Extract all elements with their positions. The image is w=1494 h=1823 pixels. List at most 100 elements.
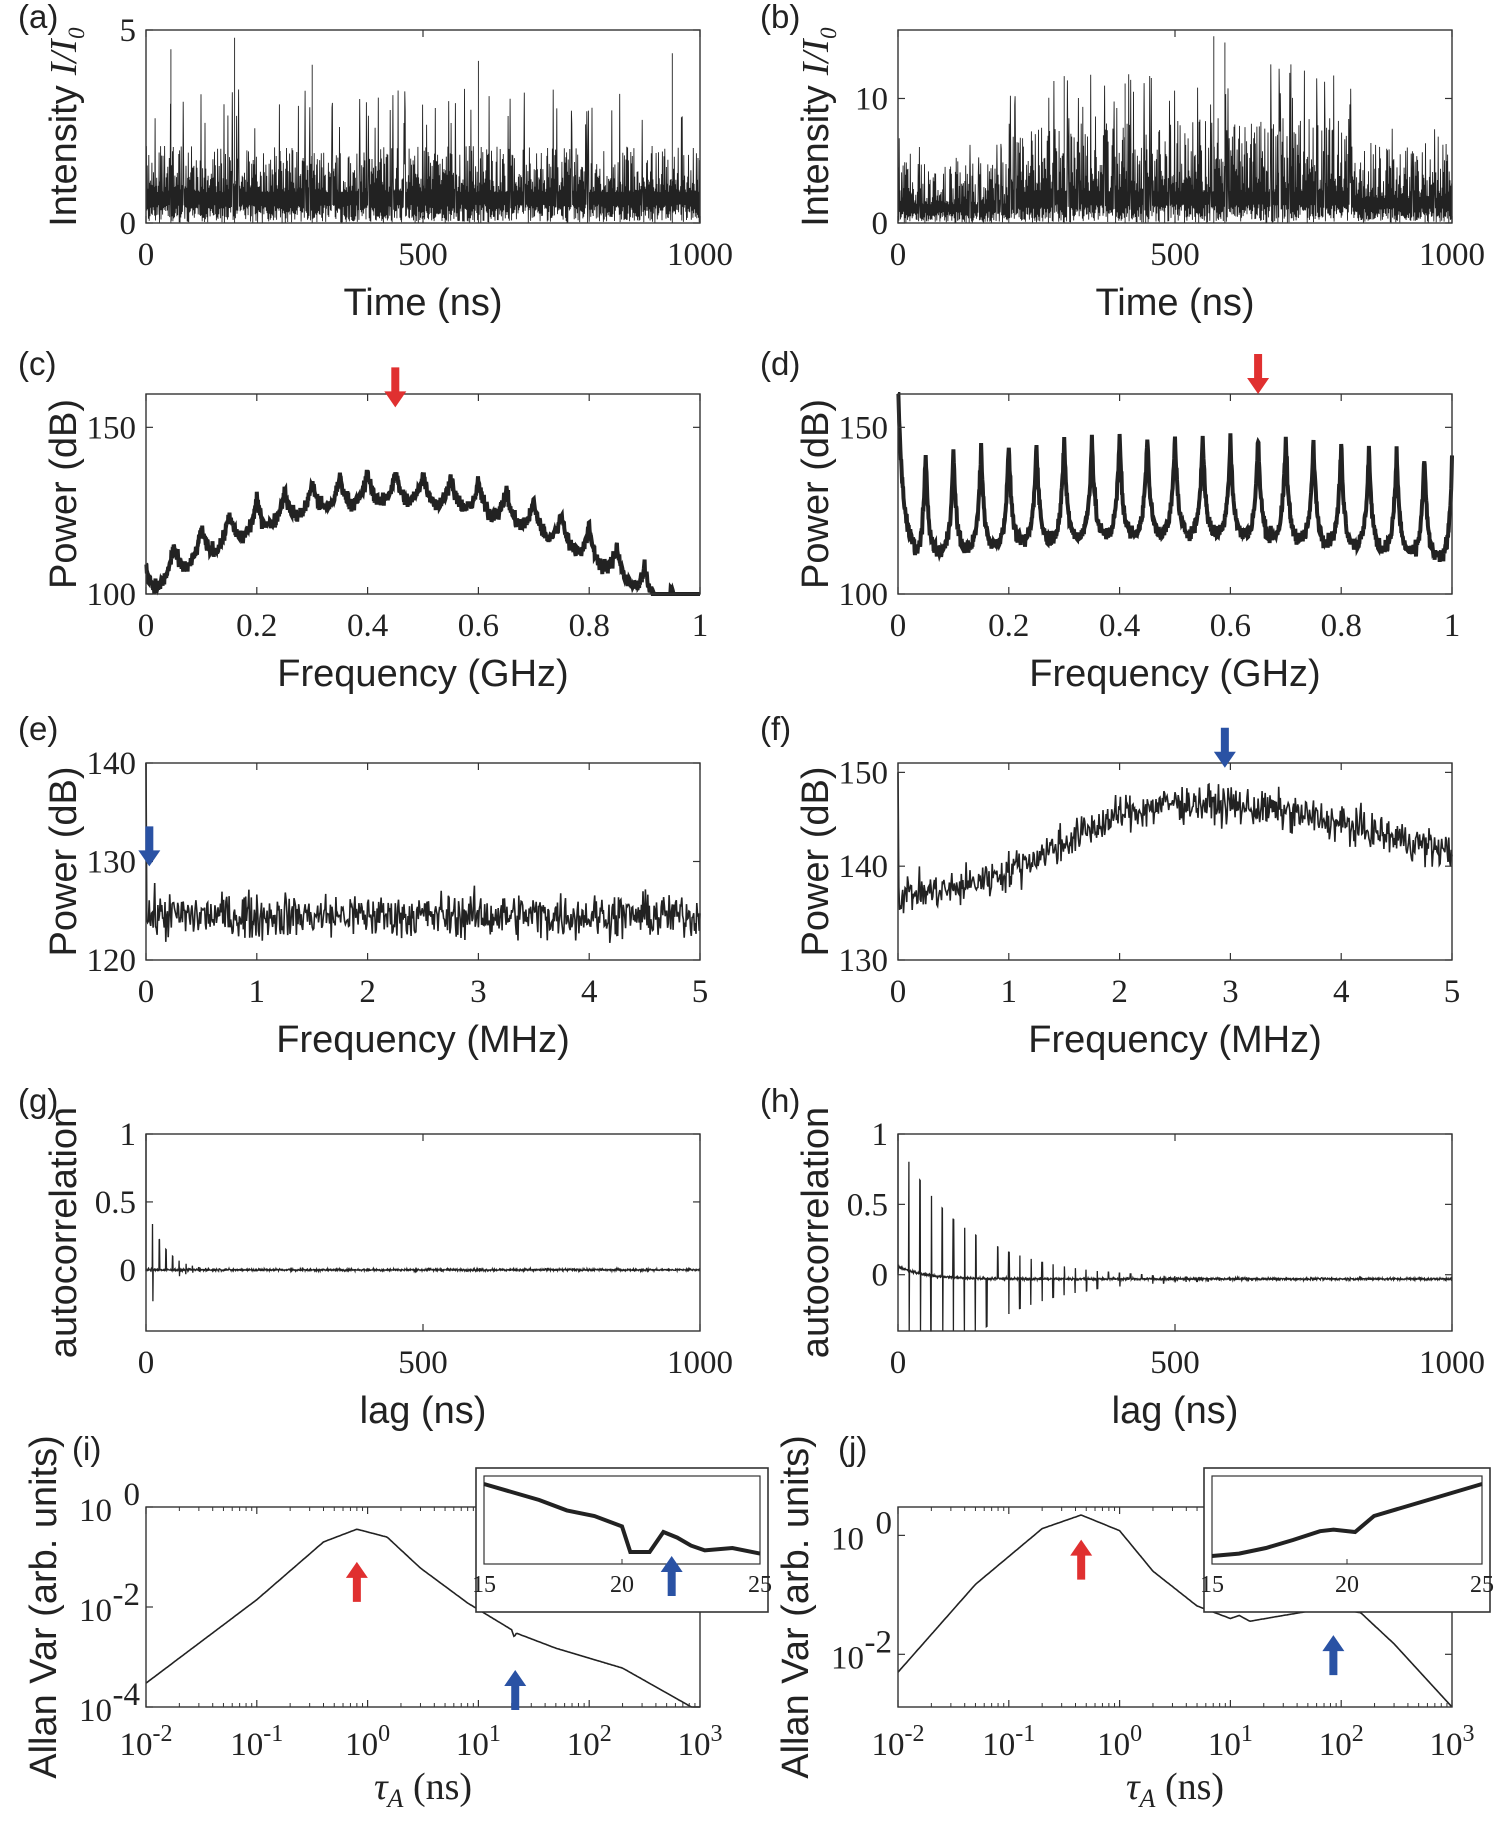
- panel-label: (a): [18, 0, 58, 35]
- panel-label: (c): [18, 345, 56, 382]
- x-tick-label: 1: [1001, 974, 1018, 1010]
- panel-e: 0 1 2 3 4 5 120 130 140 Frequency (MHz) Power (dB)…: [18, 710, 708, 1061]
- x-tick-label: 1000: [1419, 237, 1485, 273]
- x-tick-label: 0.2: [988, 608, 1029, 644]
- axes-frame: [145, 1133, 701, 1332]
- x-tick-label: 500: [1150, 1345, 1200, 1381]
- panel-label: (d): [760, 345, 800, 382]
- x-axis-label: Frequency (MHz): [1028, 1019, 1322, 1061]
- x-tick-exp: 2: [1352, 1721, 1364, 1747]
- axes-frame: [897, 393, 1453, 595]
- panel-label: (h): [760, 1082, 800, 1119]
- x-tick-label: 0: [138, 608, 155, 644]
- x-tick-base: 10: [456, 1727, 489, 1763]
- x-tick-label: 2: [359, 974, 376, 1010]
- y-tick-label: 10: [79, 1593, 112, 1629]
- axes-frame: [145, 393, 701, 595]
- x-tick-base: 10: [230, 1727, 263, 1763]
- red-arrow: [384, 367, 407, 408]
- y-tick-exp: -2: [865, 1624, 893, 1660]
- data-trace: [897, 36, 1453, 224]
- y-axis-label: Allan Var (arb. units): [775, 1435, 817, 1779]
- y-tick-label: 150: [839, 755, 889, 791]
- y-axis-label: Allan Var (arb. units): [23, 1435, 65, 1779]
- x-tick-label: 0: [890, 237, 907, 273]
- x-tick-label: 500: [1150, 237, 1200, 273]
- y-axis-label: Power (dB): [43, 766, 85, 956]
- panel-label: (g): [18, 1082, 58, 1119]
- x-tick-base: 10: [1430, 1727, 1463, 1763]
- x-tick-label: 500: [398, 1345, 448, 1381]
- y-axis-label-text: Intensity: [795, 85, 837, 227]
- axes-frame: [897, 1133, 1453, 1332]
- x-tick-label: 10-1: [982, 1721, 1035, 1763]
- y-tick-label: 120: [87, 943, 137, 979]
- panel-d: 0 0.2 0.4 0.6 0.8 1 100 150 Frequency (GHz) Power…: [760, 345, 1460, 695]
- x-axis-label: τA (ns): [374, 1766, 472, 1813]
- x-tick-label: 100: [1097, 1721, 1142, 1763]
- y-tick-exp: -4: [113, 1677, 141, 1713]
- data-trace: [145, 1528, 700, 1708]
- x-tick-label: 101: [456, 1721, 501, 1763]
- x-tick-label: 103: [678, 1721, 723, 1763]
- blue-arrow: [504, 1669, 527, 1710]
- x-axis-label: Time (ns): [343, 282, 502, 324]
- x-tick-label: 1: [1444, 608, 1461, 644]
- inset-tick-label: 25: [1470, 1572, 1494, 1598]
- x-tick-exp: 1: [489, 1721, 501, 1747]
- y-tick-base: 10: [79, 1693, 112, 1729]
- inset-tick-label: 20: [1335, 1572, 1359, 1598]
- y-tick-label: 150: [839, 410, 889, 446]
- x-axis-label: τA (ns): [1126, 1766, 1224, 1813]
- x-axis-label: Frequency (MHz): [276, 1019, 570, 1061]
- x-tick-label: 0.6: [1210, 608, 1251, 644]
- panel-a: 0 500 1000 0 5 Time (ns) Intensity I/I₀(a): [18, 0, 733, 324]
- x-tick-label: 100: [345, 1721, 390, 1763]
- y-tick-label: 10: [855, 81, 888, 117]
- y-axis-label-text: Intensity: [43, 85, 85, 227]
- data-trace: [897, 772, 1453, 914]
- x-tick-label: 1000: [667, 1345, 733, 1381]
- x-tick-exp: 3: [711, 1721, 723, 1747]
- y-axis-label: Intensity I/I₀: [795, 26, 837, 227]
- y-tick-label: 0.5: [95, 1185, 136, 1221]
- y-tick-label: 130: [839, 943, 889, 979]
- x-tick-label: 500: [398, 237, 448, 273]
- x-tick-label: 0.2: [236, 608, 277, 644]
- x-tick-label: 0: [890, 1345, 907, 1381]
- y-tick-label: 0: [120, 206, 137, 242]
- y-tick-exp: 0: [876, 1505, 893, 1541]
- axes-frame: [897, 762, 1453, 961]
- panel-label: (f): [760, 710, 791, 747]
- red-arrow: [1247, 354, 1270, 394]
- x-tick-base: 10: [1319, 1727, 1352, 1763]
- x-tick-label: 101: [1208, 1721, 1253, 1763]
- x-tick-exp: -2: [153, 1721, 173, 1747]
- y-tick-label: 10: [831, 1640, 864, 1676]
- y-tick-label: 140: [87, 746, 137, 782]
- y-tick-label: 1: [872, 1117, 889, 1153]
- x-tick-exp: -1: [263, 1721, 283, 1747]
- y-axis-label: Intensity I/I₀: [43, 26, 85, 227]
- x-tick-exp: 3: [1463, 1721, 1475, 1747]
- inset-tick-label: 25: [748, 1572, 772, 1598]
- x-tick-label: 102: [1319, 1721, 1364, 1763]
- y-tick-base: 10: [79, 1593, 112, 1629]
- y-tick-label: 10: [79, 1693, 112, 1729]
- x-tick-label: 3: [470, 974, 487, 1010]
- y-tick-label: 100: [839, 577, 889, 613]
- x-tick-label: 0: [890, 608, 907, 644]
- y-tick-label: 0.5: [847, 1187, 888, 1223]
- y-tick-label: 130: [87, 845, 137, 881]
- x-tick-label: 103: [1430, 1721, 1475, 1763]
- x-axis-label: Frequency (GHz): [1029, 653, 1320, 695]
- y-tick-label: 10: [79, 1493, 112, 1529]
- x-tick-label: 5: [692, 974, 709, 1010]
- panel-c: 0 0.2 0.4 0.6 0.8 1 100 150 Frequency (GHz) Power…: [18, 345, 708, 695]
- panel-h: 0 500 1000 0 0.5 1 lag (ns) autocorrelation(h): [760, 1082, 1485, 1432]
- blue-arrow: [1213, 727, 1236, 768]
- data-trace: [145, 1134, 701, 1302]
- y-axis-label: Power (dB): [795, 399, 837, 589]
